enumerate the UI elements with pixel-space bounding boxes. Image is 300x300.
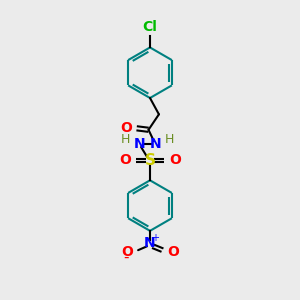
Text: -: - [124,250,129,265]
Text: O: O [119,153,131,167]
Text: N: N [144,236,156,250]
Text: O: O [121,245,133,259]
Text: O: O [120,121,132,135]
Text: N: N [149,137,161,151]
Text: H: H [165,133,174,146]
Text: O: O [167,245,179,259]
Text: N: N [134,137,146,151]
Text: Cl: Cl [142,20,158,34]
Text: O: O [169,153,181,167]
Text: H: H [121,133,130,146]
Text: +: + [151,233,159,243]
Text: S: S [145,153,155,168]
